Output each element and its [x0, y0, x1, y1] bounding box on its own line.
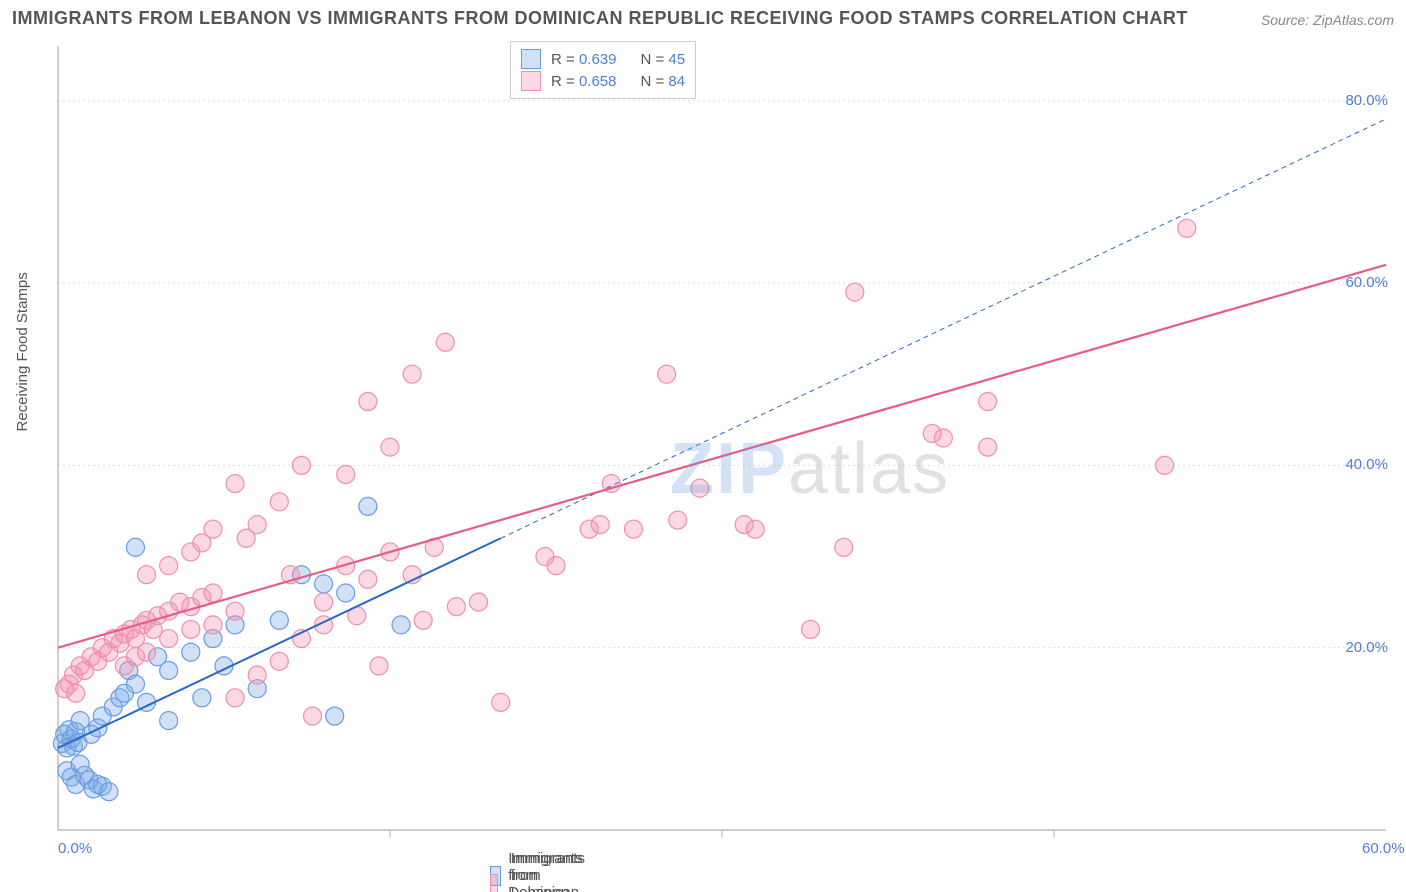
- data-point-series-1: [226, 689, 244, 707]
- data-point-series-1: [802, 620, 820, 638]
- data-point-series-1: [691, 479, 709, 497]
- data-point-series-1: [470, 593, 488, 611]
- data-point-series-1: [270, 652, 288, 670]
- data-point-series-0: [359, 497, 377, 515]
- data-point-series-1: [337, 465, 355, 483]
- data-point-series-1: [304, 707, 322, 725]
- legend-n-label: N = 45: [640, 51, 685, 68]
- data-point-series-1: [138, 566, 156, 584]
- data-point-series-1: [746, 520, 764, 538]
- trend-extension-series-0: [501, 119, 1386, 538]
- data-point-series-1: [248, 516, 266, 534]
- data-point-series-1: [381, 438, 399, 456]
- data-point-series-1: [669, 511, 687, 529]
- data-point-series-1: [226, 602, 244, 620]
- data-point-series-1: [359, 570, 377, 588]
- stats-legend-row: R = 0.658 N = 84: [521, 70, 685, 92]
- data-point-series-1: [204, 520, 222, 538]
- data-point-series-1: [835, 538, 853, 556]
- data-point-series-0: [100, 783, 118, 801]
- legend-swatch: [521, 71, 541, 91]
- source-label: Source: ZipAtlas.com: [1261, 12, 1394, 28]
- chart-title: IMMIGRANTS FROM LEBANON VS IMMIGRANTS FR…: [12, 8, 1188, 29]
- data-point-series-1: [226, 475, 244, 493]
- legend-r-label: R = 0.658: [551, 73, 616, 90]
- data-point-series-1: [138, 643, 156, 661]
- y-tick-label: 60.0%: [1345, 274, 1388, 291]
- data-point-series-1: [846, 283, 864, 301]
- y-tick-label: 80.0%: [1345, 92, 1388, 109]
- legend-swatch: [521, 49, 541, 69]
- data-point-series-1: [436, 333, 454, 351]
- x-tick-label: 0.0%: [58, 840, 92, 857]
- data-point-series-1: [547, 557, 565, 575]
- series-name: Immigrants from Dominican Republic: [508, 850, 594, 892]
- data-point-series-1: [1156, 456, 1174, 474]
- data-point-series-1: [591, 516, 609, 534]
- data-point-series-0: [160, 712, 178, 730]
- data-point-series-1: [447, 598, 465, 616]
- data-point-series-1: [315, 593, 333, 611]
- data-point-series-1: [248, 666, 266, 684]
- chart-svg: [50, 38, 1394, 838]
- data-point-series-0: [337, 584, 355, 602]
- x-tick-label: 60.0%: [1362, 840, 1405, 857]
- data-point-series-1: [292, 456, 310, 474]
- data-point-series-1: [934, 429, 952, 447]
- data-point-series-1: [204, 616, 222, 634]
- y-tick-label: 20.0%: [1345, 639, 1388, 656]
- data-point-series-0: [182, 643, 200, 661]
- data-point-series-0: [160, 661, 178, 679]
- data-point-series-1: [359, 393, 377, 411]
- plot-area: ZIPatlas R = 0.639N = 45R = 0.658N = 84 …: [50, 38, 1394, 838]
- legend-n-label: N = 84: [640, 73, 685, 90]
- data-point-series-1: [492, 693, 510, 711]
- data-point-series-1: [182, 620, 200, 638]
- stats-legend: R = 0.639 N = 45 R = 0.658 N = 84: [510, 41, 696, 99]
- data-point-series-0: [326, 707, 344, 725]
- data-point-series-1: [624, 520, 642, 538]
- data-point-series-1: [370, 657, 388, 675]
- data-point-series-0: [126, 538, 144, 556]
- data-point-series-0: [392, 616, 410, 634]
- data-point-series-0: [270, 611, 288, 629]
- data-point-series-1: [204, 584, 222, 602]
- y-axis-label: Receiving Food Stamps: [14, 272, 31, 431]
- data-point-series-1: [1178, 219, 1196, 237]
- data-point-series-1: [160, 630, 178, 648]
- data-point-series-1: [403, 365, 421, 383]
- data-point-series-1: [979, 438, 997, 456]
- data-point-series-0: [126, 675, 144, 693]
- stats-legend-row: R = 0.639 N = 45: [521, 48, 685, 70]
- data-point-series-1: [414, 611, 432, 629]
- series-legend-item: Immigrants from Dominican Republic: [490, 850, 594, 892]
- data-point-series-0: [315, 575, 333, 593]
- y-tick-label: 40.0%: [1345, 456, 1388, 473]
- data-point-series-1: [67, 684, 85, 702]
- data-point-series-1: [658, 365, 676, 383]
- data-point-series-1: [979, 393, 997, 411]
- data-point-series-0: [193, 689, 211, 707]
- trend-line-series-1: [58, 265, 1386, 648]
- legend-swatch: [490, 874, 498, 892]
- legend-r-label: R = 0.639: [551, 51, 616, 68]
- data-point-series-1: [160, 557, 178, 575]
- data-point-series-1: [270, 493, 288, 511]
